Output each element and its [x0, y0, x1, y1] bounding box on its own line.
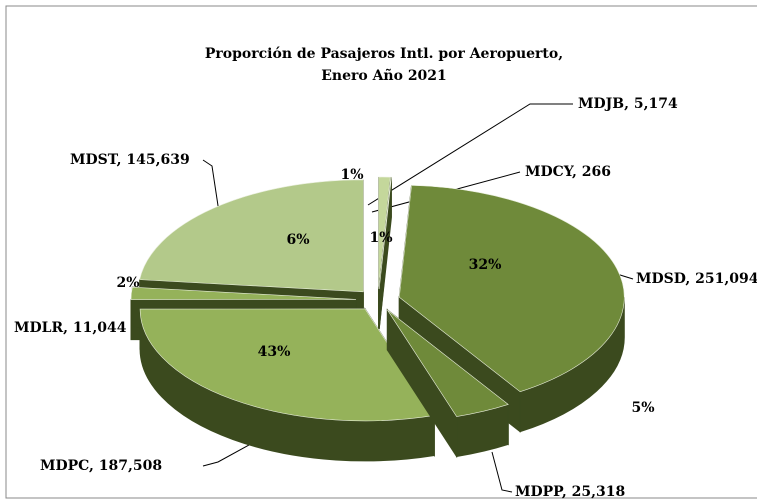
- data-label: MDST, 145,639: [70, 152, 190, 168]
- pie: [130, 176, 625, 462]
- leader-line: [202, 439, 259, 467]
- percent-label: 1%: [369, 230, 392, 246]
- chart-title: Enero Año 2021: [321, 67, 447, 84]
- data-label: MDCY, 266: [525, 164, 611, 180]
- percent-label: 1%: [340, 167, 363, 183]
- slice-top: [398, 185, 625, 393]
- slice-top: [139, 179, 364, 293]
- data-label: MDLR, 11,044: [14, 320, 127, 336]
- data-label: MDPC, 187,508: [40, 458, 162, 474]
- percent-label: 2%: [116, 275, 139, 291]
- percent-label: 32%: [469, 257, 502, 273]
- slice: [378, 176, 392, 330]
- slice-top: [130, 286, 357, 300]
- data-label: MDSD, 251,094: [636, 271, 757, 287]
- chart-title: Proporción de Pasajeros Intl. por Aeropu…: [205, 46, 563, 62]
- percent-label: 6%: [286, 232, 309, 248]
- slice-top: [378, 176, 392, 290]
- data-label: MDPP, 25,318: [515, 484, 625, 500]
- leader-line: [491, 451, 513, 493]
- slice-top: [139, 308, 435, 422]
- slice-top: [387, 309, 509, 417]
- leader-line: [367, 103, 573, 206]
- percent-label: 5%: [631, 400, 654, 416]
- slice: [386, 308, 509, 459]
- slice: [139, 307, 435, 462]
- percent-label: 43%: [258, 344, 291, 360]
- data-label: MDJB, 5,174: [578, 96, 678, 112]
- slice-top: [378, 176, 391, 290]
